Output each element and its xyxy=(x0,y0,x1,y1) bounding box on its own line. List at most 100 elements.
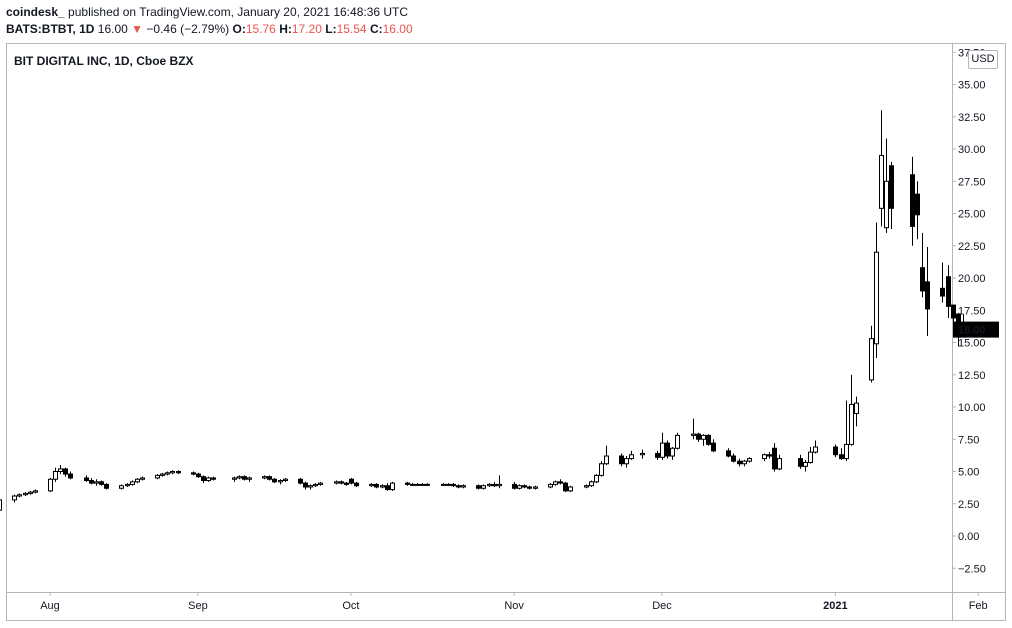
candle-body-down xyxy=(191,472,196,475)
candle xyxy=(405,481,410,486)
candle-body-down xyxy=(737,460,742,465)
candle xyxy=(839,448,844,460)
symbol-label: BATS:BTBT, 1D xyxy=(6,22,95,36)
candle-body-up xyxy=(599,463,604,476)
y-tick-label: 27.50 xyxy=(958,176,986,188)
candle-body-up xyxy=(130,481,135,485)
candle xyxy=(237,475,242,480)
candle xyxy=(130,480,135,486)
candle-body-down xyxy=(405,482,410,485)
candle-body-down xyxy=(522,485,527,488)
last-price: 16.00 xyxy=(97,22,128,36)
candle xyxy=(879,110,884,227)
x-tick-label: Dec xyxy=(652,600,672,612)
candle xyxy=(349,477,354,485)
candle xyxy=(584,484,589,489)
candle xyxy=(94,479,99,486)
candle xyxy=(420,483,425,486)
candle xyxy=(742,459,747,467)
candle-body-up xyxy=(94,481,99,484)
candle xyxy=(272,477,277,484)
time-scale-divider xyxy=(6,592,1006,593)
candle xyxy=(53,467,58,482)
candle xyxy=(308,484,313,490)
candle-body-down xyxy=(451,483,456,487)
x-tick-label: Feb xyxy=(969,600,988,612)
candle-body-down xyxy=(344,482,349,485)
candle-body-up xyxy=(313,483,318,487)
candle-body-down xyxy=(925,281,930,310)
candle-body-up xyxy=(762,454,767,460)
y-tick-label: 2.50 xyxy=(958,499,979,511)
candle-body-up xyxy=(232,477,237,480)
candle xyxy=(160,472,165,477)
candle-body-down xyxy=(940,287,945,297)
ohlc-legend: BATS:BTBT, 1D 16.00 ▼ −0.46 (−2.79%) O:1… xyxy=(6,22,413,36)
currency-button[interactable]: USD xyxy=(968,50,998,69)
candle-body-up xyxy=(125,483,130,487)
candle-body-down xyxy=(731,455,736,462)
open-value: 15.76 xyxy=(245,22,276,36)
candle xyxy=(415,483,420,486)
candle-body-up xyxy=(874,251,879,345)
candle xyxy=(854,396,859,427)
candle-body-up xyxy=(691,433,696,436)
candle xyxy=(99,480,104,486)
candle-body-up xyxy=(278,480,283,483)
candle-body-down xyxy=(349,478,354,484)
candle xyxy=(339,480,344,485)
candle xyxy=(390,481,395,491)
candle-body-up xyxy=(380,485,385,488)
candle-body-up xyxy=(170,471,175,474)
candle xyxy=(446,483,451,486)
candle-body-up xyxy=(568,486,573,492)
time-scale[interactable]: Aug Sep Oct Nov Dec 2021 Feb xyxy=(40,592,988,612)
candle xyxy=(675,432,680,450)
low-value: 15.54 xyxy=(336,22,367,36)
candle xyxy=(170,470,175,475)
candle xyxy=(731,453,736,463)
candle xyxy=(808,446,813,464)
candle-body-up xyxy=(481,485,486,489)
candle xyxy=(242,475,247,481)
candle-body-up xyxy=(553,481,558,485)
candle xyxy=(533,485,538,490)
candle xyxy=(456,484,461,489)
candle-body-up xyxy=(487,483,492,487)
candle-body-up xyxy=(670,447,675,457)
candle-body-down xyxy=(839,454,844,460)
candle xyxy=(874,222,879,358)
last-price-tag-text: 16.00 xyxy=(958,325,986,337)
candle-body-up xyxy=(640,452,645,456)
candle xyxy=(84,475,89,482)
candle-body-down xyxy=(706,434,711,445)
high-label: H: xyxy=(279,22,292,36)
x-tick-label: Aug xyxy=(40,600,60,612)
candle xyxy=(813,440,818,454)
y-tick-label: 12.50 xyxy=(958,370,986,382)
publisher-username[interactable]: coindesk_ xyxy=(6,5,65,19)
y-tick-label: 30.00 xyxy=(958,144,986,156)
candle xyxy=(63,467,68,477)
candle-body-up xyxy=(308,485,313,488)
candle-body-down xyxy=(201,476,206,482)
candle xyxy=(262,475,267,480)
candle xyxy=(369,483,374,487)
candle-body-down xyxy=(726,450,731,457)
y-tick-label: 17.50 xyxy=(958,305,986,317)
candle xyxy=(247,476,252,482)
candle xyxy=(844,400,849,462)
candle-body-up xyxy=(48,478,53,492)
candle xyxy=(476,484,481,490)
x-tick-label: Sep xyxy=(188,600,208,612)
high-value: 17.20 xyxy=(291,22,322,36)
last-price-tag: 16.00 xyxy=(953,321,999,338)
candle xyxy=(910,156,915,246)
price-scale[interactable]: 37.5035.0032.5030.0027.5025.0022.5020.00… xyxy=(952,47,986,575)
candle xyxy=(487,483,492,487)
candle xyxy=(594,474,599,484)
candle-body-down xyxy=(303,482,308,488)
candle-body-down xyxy=(655,452,660,458)
candle-body-up xyxy=(497,483,502,487)
